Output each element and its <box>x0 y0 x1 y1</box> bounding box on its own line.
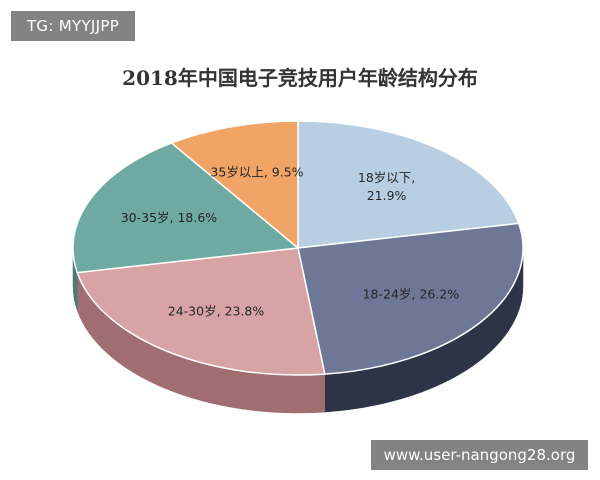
slice-label-1-line-1: 18岁以下, <box>358 170 415 185</box>
slice-label-2: 18-24岁, 26.2% <box>363 286 460 301</box>
watermark-top-left: TG: MYYJJPP <box>11 11 135 41</box>
slice-label-3: 24-30岁, 23.8% <box>168 304 265 319</box>
slice-label-1-line-2: 21.9% <box>367 188 407 203</box>
pie-labels: 18岁以下, 21.9% 18-24岁, 26.2% 24-30岁, 23.8% 30-… <box>121 165 460 319</box>
pie-slice-4 <box>72 142 300 274</box>
pie-slice-1 <box>297 120 520 249</box>
chart-title: 2018年中国电子竞技用户年龄结构分布 <box>122 66 478 90</box>
pie-slice-3 <box>76 247 326 376</box>
pie-slice-5 <box>170 120 299 250</box>
slice-label-4: 30-35岁, 18.6% <box>121 210 218 225</box>
slice-label-5: 35岁以上, 9.5% <box>210 165 303 180</box>
pie-slice-2 <box>297 222 524 375</box>
pie-top <box>72 120 524 376</box>
watermark-bottom-right: www.user-nangong28.org <box>371 440 588 470</box>
